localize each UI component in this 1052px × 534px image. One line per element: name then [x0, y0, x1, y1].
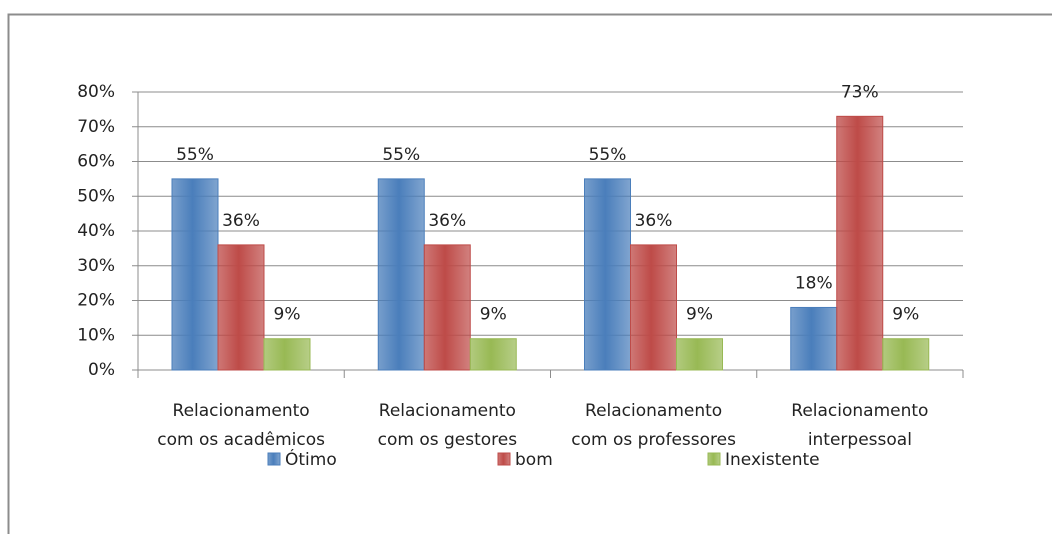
value-label: 55% — [176, 145, 214, 165]
value-label: 9% — [892, 305, 919, 325]
y-tick-label: 0% — [88, 360, 115, 380]
x-tick-label: interpessoal — [808, 430, 912, 450]
legend-swatch — [497, 452, 511, 466]
bar — [377, 178, 425, 371]
value-label: 9% — [274, 305, 301, 325]
legend-label: Inexistente — [725, 450, 820, 470]
x-tick-label: Relacionamento — [585, 401, 722, 421]
legend-swatch — [707, 452, 721, 466]
value-label: 36% — [222, 211, 260, 231]
value-label: 55% — [382, 145, 420, 165]
x-tick-label: com os acadêmicos — [157, 430, 325, 450]
x-tick-label: com os professores — [571, 430, 736, 450]
bar — [836, 115, 884, 371]
value-label: 36% — [635, 211, 673, 231]
y-tick-label: 10% — [77, 325, 115, 345]
x-tick-label: Relacionamento — [379, 401, 516, 421]
bar — [217, 244, 265, 371]
bar — [790, 306, 838, 371]
bar — [882, 338, 930, 371]
y-tick-label: 20% — [77, 291, 115, 311]
legend-swatch — [267, 452, 281, 466]
y-tick-label: 30% — [77, 256, 115, 276]
x-tick-label: com os gestores — [378, 430, 518, 450]
bar — [171, 178, 219, 371]
bar — [676, 338, 723, 371]
bar — [263, 338, 311, 371]
y-tick-label: 60% — [77, 152, 115, 172]
value-label: 9% — [686, 305, 713, 325]
value-label: 18% — [795, 273, 833, 293]
value-label: 9% — [480, 305, 507, 325]
bar — [423, 244, 471, 371]
y-tick-label: 80% — [77, 82, 115, 102]
x-tick-label: Relacionamento — [791, 401, 928, 421]
x-tick-label: Relacionamento — [173, 401, 310, 421]
bar — [630, 244, 677, 371]
value-label: 73% — [841, 82, 879, 102]
value-label: 36% — [428, 211, 466, 231]
legend-label: bom — [515, 450, 553, 470]
bar — [469, 338, 517, 371]
legend-label: Ótimo — [285, 448, 337, 470]
y-tick-label: 50% — [77, 186, 115, 206]
bar — [584, 178, 631, 371]
y-tick-label: 40% — [77, 221, 115, 241]
value-label: 55% — [589, 145, 627, 165]
y-tick-label: 70% — [77, 117, 115, 137]
chart-border — [7, 13, 1052, 534]
